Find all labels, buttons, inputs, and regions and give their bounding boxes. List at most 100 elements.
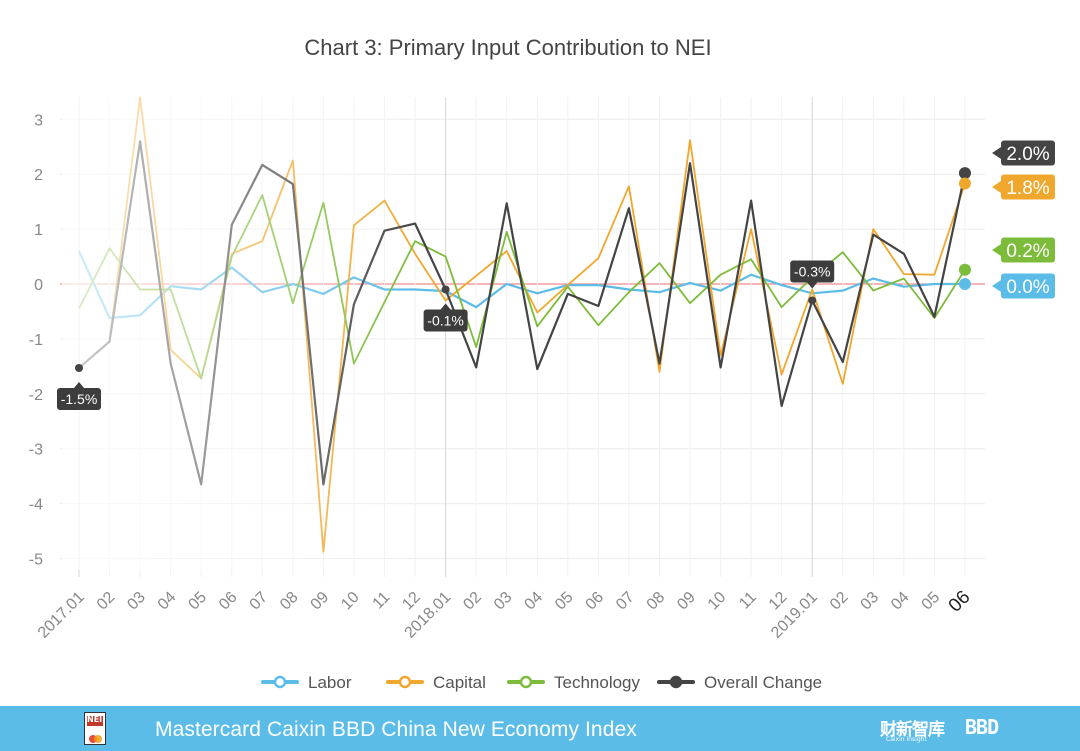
data-point xyxy=(506,250,508,252)
data-point xyxy=(689,302,691,304)
data-point xyxy=(689,162,691,164)
y-tick-label: 1 xyxy=(34,222,43,239)
data-point xyxy=(475,306,477,308)
end-label-box xyxy=(1001,237,1055,263)
data-point xyxy=(903,273,905,275)
callout-dot xyxy=(808,296,817,305)
data-point xyxy=(506,283,508,285)
data-point xyxy=(536,325,538,327)
data-point xyxy=(873,278,875,280)
data-point xyxy=(934,274,936,276)
data-point xyxy=(598,257,600,259)
callout-box xyxy=(790,260,835,283)
data-point xyxy=(934,283,936,285)
y-axis: 3 2 1 0 -1 -2 -3 -4 -5 xyxy=(29,112,43,568)
data-point xyxy=(506,231,508,233)
x-tick-label: 03 xyxy=(491,589,516,614)
legend-label: Technology xyxy=(554,673,641,692)
fade-overlay xyxy=(62,90,422,570)
x-tick-label: 03 xyxy=(124,589,149,614)
legend-label: Overall Change xyxy=(704,673,822,692)
legend-swatch-marker xyxy=(398,675,412,689)
end-label-pointer xyxy=(992,181,1001,193)
series-lines xyxy=(62,90,967,570)
x-tick-label: 07 xyxy=(613,589,638,614)
legend-label: Capital xyxy=(433,673,486,692)
y-tick-label: -1 xyxy=(29,332,43,349)
callout-pointer xyxy=(440,303,451,310)
x-tick-label: 10 xyxy=(338,589,363,614)
legend-swatch-marker xyxy=(669,675,683,689)
end-label-pointer xyxy=(992,147,1001,159)
callout-dot xyxy=(441,285,450,294)
end-label-pointer xyxy=(992,244,1001,256)
end-label-box xyxy=(1001,174,1055,200)
end-dot xyxy=(958,263,971,276)
callout-dot xyxy=(75,363,83,372)
end-dot xyxy=(958,177,971,190)
data-point xyxy=(536,293,538,295)
y-tick-label: 3 xyxy=(34,112,43,129)
data-point xyxy=(873,290,875,292)
data-point xyxy=(567,286,569,288)
end-labels: 2.0% 1.8% 0.2% 0.0% xyxy=(958,140,1055,299)
callout-box xyxy=(423,309,468,332)
data-point xyxy=(659,363,661,365)
data-point xyxy=(903,286,905,288)
data-point xyxy=(903,253,905,255)
x-tick-label: 2017.01 xyxy=(35,589,88,642)
data-point xyxy=(750,200,752,202)
end-dot xyxy=(958,167,971,180)
data-point xyxy=(873,234,875,236)
x-tick-label: 11 xyxy=(370,589,394,613)
data-point xyxy=(475,367,477,369)
data-point xyxy=(842,361,844,363)
data-point xyxy=(781,284,783,286)
data-point xyxy=(720,274,722,276)
data-point xyxy=(781,374,783,376)
callout-label: -0.3% xyxy=(794,263,831,279)
data-point xyxy=(781,306,783,308)
data-point xyxy=(750,258,752,260)
x-tick-label: 06 xyxy=(945,587,975,617)
data-point xyxy=(659,262,661,264)
mastercard-circle-red xyxy=(89,735,97,743)
y-tick-label: 2 xyxy=(34,167,43,184)
end-label-box xyxy=(1001,273,1055,299)
legend: Labor Capital Technology Overall Change xyxy=(261,673,822,692)
data-point xyxy=(659,371,661,373)
y-tick-label: -2 xyxy=(29,387,43,404)
caixin-logo-sub: Caixin Insight xyxy=(886,736,927,743)
x-tick-label: 03 xyxy=(858,589,883,614)
data-point xyxy=(720,290,722,292)
data-point xyxy=(598,284,600,286)
y-tick-label: -4 xyxy=(29,497,43,514)
nei-logo-text: NEI xyxy=(87,715,103,724)
footer-title: Mastercard Caixin BBD China New Economy … xyxy=(155,718,637,741)
data-point xyxy=(628,185,630,187)
data-point xyxy=(475,346,477,348)
data-point xyxy=(628,291,630,293)
caixin-logo: 财新智库 xyxy=(880,720,945,740)
end-label: 2.0% xyxy=(1006,144,1049,165)
callout-label: -0.1% xyxy=(427,312,464,328)
y-tick-label: -3 xyxy=(29,442,43,459)
data-point xyxy=(536,368,538,370)
x-tick-label: 08 xyxy=(644,589,669,614)
x-tick-label: 08 xyxy=(277,589,302,614)
data-point xyxy=(720,367,722,369)
x-tick-label: 05 xyxy=(552,589,577,614)
end-label: 1.8% xyxy=(1006,178,1049,199)
data-point xyxy=(811,289,813,291)
data-point xyxy=(506,202,508,204)
callout-pointer xyxy=(74,381,84,388)
x-tick-label: 06 xyxy=(583,589,608,614)
data-point xyxy=(842,290,844,292)
data-point xyxy=(781,405,783,407)
x-tick-label: 04 xyxy=(521,589,546,614)
data-point xyxy=(934,316,936,318)
data-point xyxy=(628,207,630,209)
data-point xyxy=(598,324,600,326)
data-point xyxy=(903,278,905,280)
